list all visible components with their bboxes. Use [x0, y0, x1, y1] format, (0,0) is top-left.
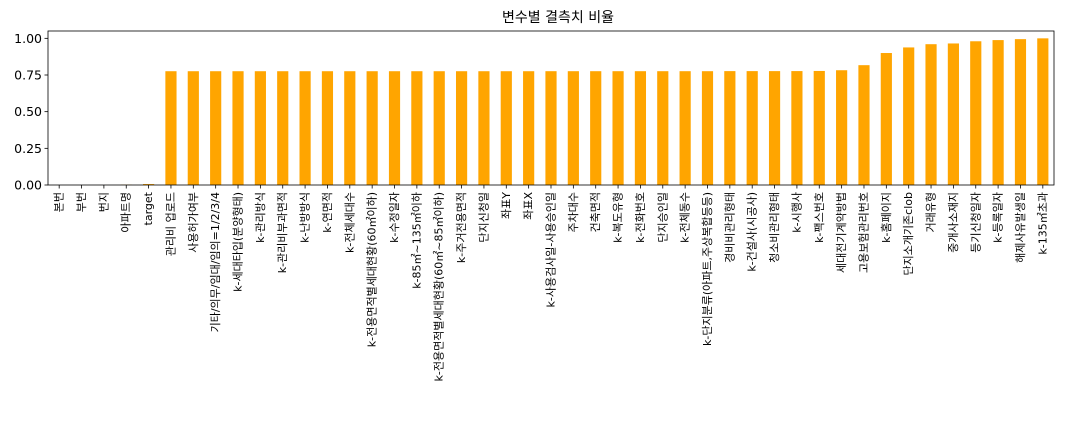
x-tick-label-40: 중개사소재지 [947, 192, 960, 253]
y-tick-label-3: 0.75 [14, 68, 42, 83]
x-tick-label-32: 청소비관리형태 [768, 192, 781, 263]
bar-28 [680, 71, 691, 185]
x-tick-label-7: 기타/의무/임대/임의=1/2/3/4 [209, 192, 222, 332]
bar-42 [993, 40, 1004, 185]
bar-26 [635, 71, 646, 185]
y-tick-label-2: 0.50 [14, 104, 42, 119]
bar-8 [232, 71, 243, 185]
bar-11 [300, 71, 311, 185]
x-tick-label-36: 고용보험관리번호 [857, 192, 870, 273]
x-tick-label-41: 등기신청일자 [968, 192, 982, 253]
bar-29 [702, 71, 713, 185]
bar-13 [344, 71, 355, 185]
x-tick-label-8: k-세대타입(분양형태) [232, 192, 245, 292]
x-tick-label-18: k-주거전용면적 [455, 192, 468, 263]
x-tick-label-24: 건축면적 [589, 192, 602, 232]
bar-34 [814, 71, 825, 185]
x-tick-label-2: 번지 [97, 192, 110, 212]
chart-title: 변수별 결측치 비율 [502, 10, 614, 26]
x-tick-label-3: 아파트명 [120, 192, 133, 232]
x-tick-label-37: k-홈페이지 [879, 192, 893, 243]
x-tick-label-0: 본번 [53, 192, 66, 212]
x-tick-label-33: k-시행사 [790, 192, 803, 233]
bar-33 [791, 71, 802, 185]
bar-39 [925, 44, 936, 185]
bar-9 [255, 71, 266, 185]
x-tick-label-5: 관리비 업로드 [164, 192, 177, 256]
bar-44 [1037, 38, 1048, 185]
x-tick-label-34: k-팩스번호 [813, 192, 826, 243]
bar-14 [367, 71, 378, 185]
bar-32 [769, 71, 780, 185]
x-tick-label-10: k-관리비부과면적 [276, 192, 289, 273]
bar-25 [612, 71, 623, 185]
y-tick-label-0: 0.00 [14, 178, 42, 193]
x-tick-label-9: k-관리방식 [254, 192, 267, 243]
x-tick-label-15: k-수정일자 [387, 192, 401, 243]
bar-30 [724, 71, 735, 185]
x-tick-label-35: 세대전기계약방법 [834, 192, 848, 273]
bar-10 [277, 71, 288, 185]
x-tick-label-43: 해제사유발생일 [1013, 192, 1027, 263]
bar-7 [210, 71, 221, 185]
x-tick-label-31: k-건설사(시공사) [746, 192, 759, 272]
bar-27 [657, 71, 668, 185]
bar-18 [456, 71, 467, 185]
bar-5 [165, 71, 176, 185]
x-tick-label-30: 경비비관리형태 [723, 192, 736, 263]
x-tick-label-6: 사용허가여부 [187, 192, 200, 253]
x-tick-label-25: k-복도유형 [612, 192, 625, 243]
bar-24 [590, 71, 601, 185]
bar-40 [948, 43, 959, 185]
x-tick-label-12: k-연면적 [321, 192, 334, 233]
x-tick-label-11: k-난방방식 [299, 192, 312, 243]
bar-22 [545, 71, 556, 185]
bar-12 [322, 71, 333, 185]
bars-group [98, 38, 1048, 185]
x-tick-label-13: k-전체세대수 [343, 192, 356, 253]
bar-15 [389, 71, 400, 185]
bar-31 [747, 71, 758, 185]
bar-37 [881, 53, 892, 185]
x-axis: 본번 부번 번지 아파트명 target 관리비 업로드 사용허가여부 기타/의무/임대/임의… [53, 185, 1050, 381]
bar-41 [970, 41, 981, 185]
bar-19 [478, 71, 489, 185]
x-tick-label-42: k-등록일자 [991, 192, 1005, 243]
x-tick-label-1: 부번 [75, 192, 88, 212]
x-tick-label-39: 거래유형 [925, 192, 938, 232]
bar-43 [1015, 39, 1026, 185]
bar-35 [836, 70, 847, 185]
x-tick-label-44: k-135㎡초과 [1036, 192, 1049, 255]
x-tick-label-20: 좌표Y [500, 192, 513, 219]
x-tick-label-16: k-85㎡~135㎡이하 [409, 192, 423, 289]
x-tick-label-27: 단지승인일 [655, 192, 669, 243]
bar-20 [501, 71, 512, 185]
x-tick-label-29: k-단지분류(아파트,주상복합등등) [701, 192, 714, 346]
bar-16 [411, 71, 422, 185]
x-tick-label-26: k-전화번호 [634, 192, 647, 243]
x-tick-label-38: 단지소개기존clob [902, 192, 915, 276]
x-tick-label-4: target [142, 191, 155, 225]
bar-17 [434, 71, 445, 185]
x-tick-label-22: k-사용검사일-사용승인일 [544, 192, 558, 308]
bar-23 [568, 71, 579, 185]
x-tick-label-23: 주차대수 [567, 192, 580, 232]
x-tick-label-17: k-전용면적별세대현황(60㎡~85㎡이하) [432, 192, 446, 381]
x-tick-label-21: 좌표X [522, 192, 535, 220]
bar-21 [523, 71, 534, 185]
bar-38 [903, 47, 914, 185]
x-tick-label-14: k-전용면적별세대현황(60㎡이하) [365, 192, 379, 347]
bar-36 [858, 65, 869, 185]
bar-6 [188, 71, 199, 185]
x-tick-label-19: 단지신청일 [476, 192, 490, 243]
y-tick-label-1: 0.25 [14, 141, 42, 156]
y-axis: 0.00 0.25 0.50 0.75 1.00 [14, 31, 48, 193]
y-tick-label-4: 1.00 [14, 31, 42, 46]
x-tick-label-28: k-전체동수 [679, 192, 692, 243]
